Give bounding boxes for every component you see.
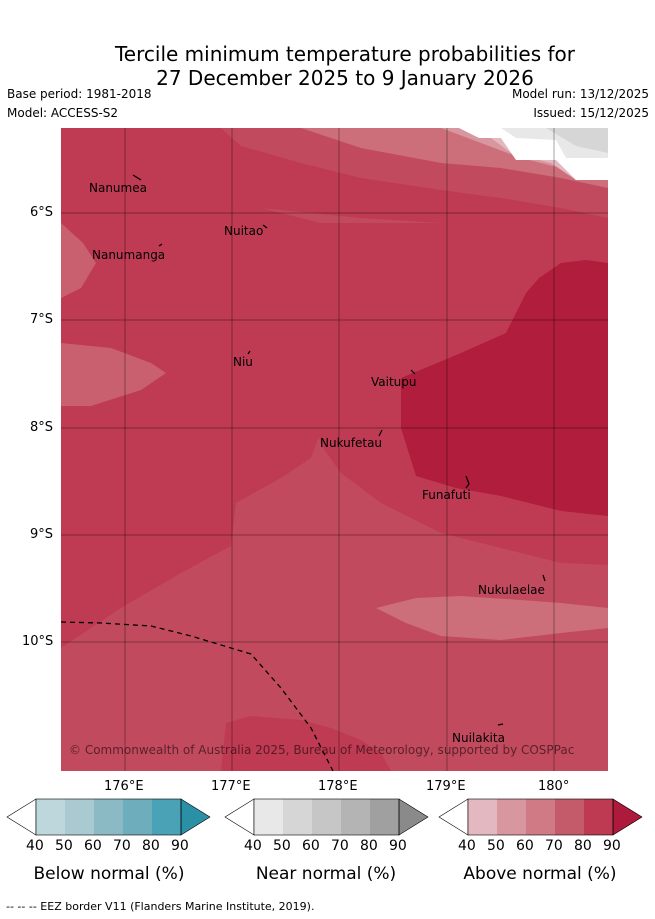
- near-swatch-under: [224, 798, 255, 836]
- island-vaitupu: [410, 369, 416, 375]
- below-swatch-70: [123, 799, 152, 835]
- title-line-2: 27 December 2025 to 9 January 2026: [156, 66, 534, 90]
- above-label-50: 50: [487, 838, 505, 854]
- below-label-80: 80: [142, 838, 160, 854]
- below-label-40: 40: [26, 838, 44, 854]
- label-niu: Niu: [233, 355, 253, 369]
- island-nanumea: [132, 174, 142, 181]
- above-swatch-80: [584, 799, 613, 835]
- below-normal-title: Below normal (%): [33, 864, 185, 884]
- colorbar-below-swatches: [6, 798, 211, 836]
- label-nuilakita: Nuilakita: [452, 731, 505, 745]
- lat-tick-7s: 7°S: [30, 312, 54, 327]
- near-normal-title: Near normal (%): [255, 864, 397, 884]
- below-swatch-under: [6, 798, 37, 836]
- graticule: [61, 128, 608, 771]
- island-nukufetau: [378, 429, 383, 437]
- near-label-40: 40: [244, 838, 262, 854]
- near-swatch-80: [370, 799, 399, 835]
- near-swatch-70: [341, 799, 370, 835]
- near-swatch-60: [312, 799, 341, 835]
- below-label-50: 50: [55, 838, 73, 854]
- eez-footnote: -- -- -- EEZ border V11 (Flanders Marine…: [6, 900, 315, 913]
- below-swatch-50: [65, 799, 94, 835]
- below-label-60: 60: [84, 838, 102, 854]
- above-swatch-40: [468, 799, 497, 835]
- fill-60-south: [376, 596, 608, 640]
- base-period: Base period: 1981-2018: [7, 87, 152, 101]
- lat-tick-6s: 6°S: [30, 205, 54, 220]
- label-nanumea: Nanumea: [89, 181, 147, 195]
- lon-tick-177e: 177°E: [211, 779, 251, 794]
- above-normal-title: Above normal (%): [463, 864, 617, 884]
- lon-tick-176e: 176°E: [104, 779, 144, 794]
- label-funafuti: Funafuti: [422, 488, 471, 502]
- lon-tick-180: 180°: [538, 779, 570, 794]
- fill-90-east: [401, 260, 608, 516]
- fill-near-normal-50: [546, 128, 608, 153]
- map-canvas: Nanumea Nuitao Nanumanga Niu Vaitupu Nuk…: [61, 128, 608, 771]
- island-nukulaelae: [542, 574, 546, 582]
- above-label-60: 60: [516, 838, 534, 854]
- fill-70-west-a: [61, 223, 96, 298]
- above-label-40: 40: [458, 838, 476, 854]
- near-swatch-over: [398, 798, 429, 836]
- near-label-80: 80: [360, 838, 378, 854]
- label-nanumanga: Nanumanga: [92, 248, 165, 262]
- below-swatch-60: [94, 799, 123, 835]
- near-swatch-40: [254, 799, 283, 835]
- place-labels: Nanumea Nuitao Nanumanga Niu Vaitupu Nuk…: [89, 181, 545, 745]
- island-nanumanga: [158, 243, 163, 247]
- above-swatch-60: [526, 799, 555, 835]
- below-label-90: 90: [171, 838, 189, 854]
- lon-tick-178e: 178°E: [318, 779, 358, 794]
- above-label-70: 70: [545, 838, 563, 854]
- above-swatch-70: [555, 799, 584, 835]
- colorbar-near-swatches: [224, 798, 429, 836]
- fill-80-south: [221, 716, 391, 771]
- lat-tick-10s: 10°S: [22, 634, 54, 649]
- island-nuitao: [262, 224, 268, 229]
- label-nuitao: Nuitao: [224, 224, 263, 238]
- fill-70-west-b: [61, 343, 166, 406]
- title-line-1: Tercile minimum temperature probabilitie…: [114, 42, 576, 66]
- near-label-50: 50: [273, 838, 291, 854]
- above-label-80: 80: [574, 838, 592, 854]
- island-niu: [247, 350, 251, 355]
- near-label-70: 70: [331, 838, 349, 854]
- below-swatch-40: [36, 799, 65, 835]
- below-swatch-80: [152, 799, 181, 835]
- near-label-60: 60: [302, 838, 320, 854]
- lat-tick-9s: 9°S: [30, 527, 54, 542]
- model-name: Model: ACCESS-S2: [7, 106, 119, 120]
- above-swatch-over: [612, 798, 643, 836]
- above-swatch-under: [438, 798, 469, 836]
- island-markers: [132, 174, 546, 726]
- above-swatch-50: [497, 799, 526, 835]
- label-nukulaelae: Nukulaelae: [478, 583, 545, 597]
- fill-80-west: [61, 168, 341, 648]
- eez-border: [61, 621, 334, 771]
- above-label-90: 90: [603, 838, 621, 854]
- near-label-90: 90: [389, 838, 407, 854]
- label-nukufetau: Nukufetau: [320, 436, 382, 450]
- lon-tick-179e: 179°E: [426, 779, 466, 794]
- island-nuilakita: [497, 723, 504, 726]
- label-vaitupu: Vaitupu: [371, 375, 417, 389]
- model-run: Model run: 13/12/2025: [511, 87, 649, 101]
- issued-date: Issued: 15/12/2025: [533, 106, 649, 120]
- below-label-70: 70: [113, 838, 131, 854]
- colorbar-above-swatches: [438, 798, 643, 836]
- lat-tick-8s: 8°S: [30, 420, 54, 435]
- near-swatch-50: [283, 799, 312, 835]
- copyright-notice: © Commonwealth of Australia 2025, Bureau…: [69, 743, 574, 757]
- probability-map: Nanumea Nuitao Nanumanga Niu Vaitupu Nuk…: [61, 128, 608, 771]
- island-funafuti: [465, 475, 470, 489]
- below-swatch-over: [180, 798, 211, 836]
